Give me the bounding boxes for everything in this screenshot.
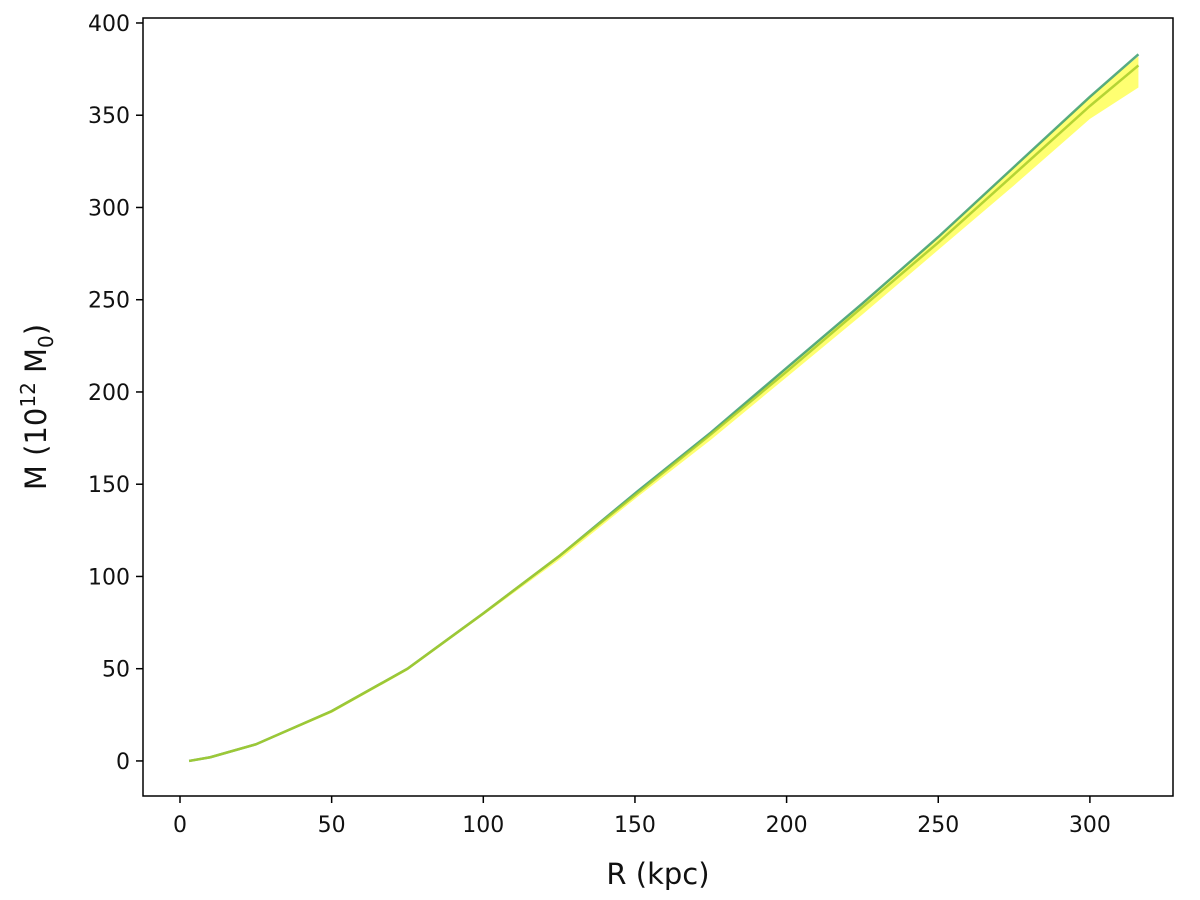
y-tick-label: 0 [116,750,130,775]
y-label-sup: 12 [16,382,40,407]
y-axis-label: M (1012 M0) [16,324,58,490]
y-tick-label: 300 [88,196,130,221]
y-label-part: M [19,348,53,382]
x-tick-label: 50 [318,813,346,838]
y-label-sub: 0 [34,335,58,348]
y-tick-label: 50 [102,658,130,683]
x-tick-label: 0 [173,813,187,838]
y-tick-label: 200 [88,381,130,406]
y-tick-label: 400 [88,12,130,37]
y-tick-label: 100 [88,565,130,590]
y-tick-label: 350 [88,104,130,129]
line [188,53,1140,763]
line [188,64,1140,763]
x-tick-label: 300 [1069,813,1111,838]
plot-frame [142,17,1174,797]
x-tick-label: 250 [917,813,959,838]
x-axis-label: R (kpc) [606,857,709,891]
y-tick-label: 250 [88,289,130,314]
y-label-part: ) [19,324,53,335]
y-label-part: M (10 [19,408,53,490]
x-tick-label: 200 [766,813,808,838]
y-tick-label: 150 [88,473,130,498]
x-tick-label: 150 [614,813,656,838]
x-tick-label: 100 [462,813,504,838]
band [189,56,1139,761]
